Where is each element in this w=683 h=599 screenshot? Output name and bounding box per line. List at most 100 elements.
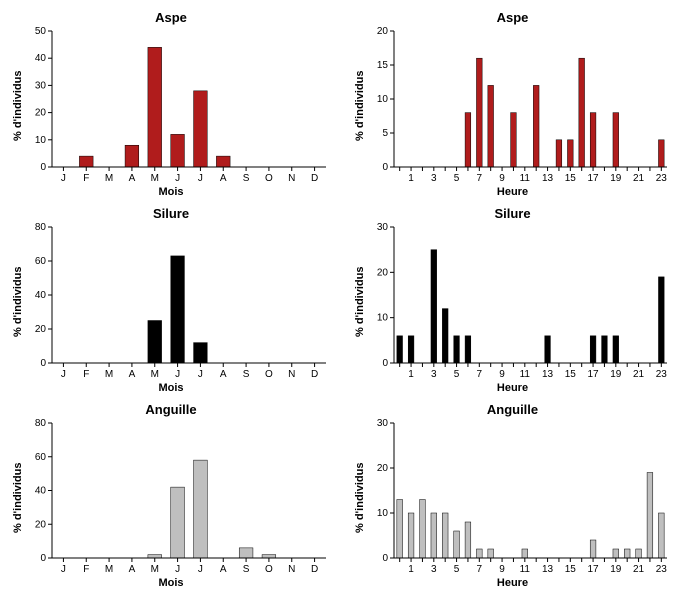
svg-text:20: 20 (35, 324, 47, 335)
bar (545, 336, 551, 363)
chart-title: Anguille (352, 402, 673, 417)
bar (590, 540, 596, 558)
svg-text:17: 17 (588, 173, 600, 184)
svg-text:30: 30 (35, 80, 47, 91)
svg-text:O: O (265, 369, 273, 380)
svg-text:M: M (105, 564, 113, 575)
svg-text:M: M (151, 173, 159, 184)
svg-text:23: 23 (656, 564, 668, 575)
bar (636, 549, 642, 558)
svg-text:M: M (105, 173, 113, 184)
svg-text:O: O (265, 173, 273, 184)
bar (420, 500, 426, 559)
y-axis-label: % d'individus (10, 223, 24, 381)
svg-text:23: 23 (656, 369, 668, 380)
svg-text:11: 11 (520, 369, 531, 380)
svg-text:A: A (220, 369, 227, 380)
svg-text:N: N (288, 564, 295, 575)
bar (476, 549, 482, 558)
svg-text:M: M (105, 369, 113, 380)
svg-text:O: O (265, 564, 273, 575)
bar (465, 336, 471, 363)
x-axis-label: Heure (352, 577, 673, 589)
bar (408, 513, 414, 558)
svg-text:S: S (243, 173, 250, 184)
svg-text:J: J (175, 564, 180, 575)
svg-text:9: 9 (499, 369, 505, 380)
svg-text:S: S (243, 564, 250, 575)
x-axis-label: Mois (10, 382, 332, 394)
x-axis-label: Mois (10, 577, 332, 589)
y-axis-label: % d'individus (10, 27, 24, 185)
svg-text:F: F (83, 369, 89, 380)
bar (613, 113, 619, 167)
bar (613, 336, 619, 363)
svg-text:15: 15 (565, 173, 577, 184)
y-axis-label: % d'individus (352, 27, 366, 185)
svg-text:0: 0 (40, 553, 46, 564)
svg-text:J: J (198, 173, 203, 184)
chart-grid: Aspe % d'individus 01020304050JFMAMJJASO… (10, 10, 673, 589)
svg-text:0: 0 (40, 162, 46, 173)
bar (590, 113, 596, 167)
svg-text:40: 40 (35, 290, 47, 301)
svg-text:19: 19 (610, 173, 622, 184)
bar (658, 513, 664, 558)
bar (465, 113, 471, 167)
svg-text:20: 20 (377, 463, 389, 474)
panel-anguille-mois: Anguille % d'individus 020406080JFMAMJJA… (10, 402, 332, 589)
bar (171, 134, 185, 167)
svg-text:20: 20 (35, 108, 47, 119)
bar (431, 513, 437, 558)
bar (658, 277, 664, 363)
bar (590, 336, 596, 363)
svg-text:5: 5 (454, 564, 460, 575)
svg-text:17: 17 (588, 564, 600, 575)
plot-area: 01020304050JFMAMJJASOND (24, 27, 332, 185)
svg-text:5: 5 (454, 173, 460, 184)
svg-text:60: 60 (35, 452, 47, 463)
bar (262, 555, 276, 558)
chart-title: Aspe (10, 10, 332, 25)
bar (488, 85, 494, 167)
panel-silure-mois: Silure % d'individus 020406080JFMAMJJASO… (10, 206, 332, 394)
svg-text:60: 60 (35, 256, 47, 267)
svg-text:M: M (151, 369, 159, 380)
svg-text:13: 13 (542, 173, 554, 184)
bar (533, 85, 539, 167)
svg-text:3: 3 (431, 173, 437, 184)
chart-title: Silure (10, 206, 332, 221)
y-axis-label: % d'individus (352, 419, 366, 576)
svg-text:0: 0 (382, 553, 388, 564)
svg-text:13: 13 (542, 369, 554, 380)
svg-text:20: 20 (377, 27, 389, 37)
svg-text:J: J (198, 369, 203, 380)
bar (511, 113, 517, 167)
svg-text:0: 0 (40, 358, 46, 369)
svg-text:10: 10 (377, 508, 389, 519)
svg-text:1: 1 (408, 173, 414, 184)
svg-text:F: F (83, 173, 89, 184)
svg-text:19: 19 (610, 564, 622, 575)
panel-aspe-mois: Aspe % d'individus 01020304050JFMAMJJASO… (10, 10, 332, 198)
svg-text:11: 11 (520, 564, 531, 575)
plot-area: 051015201357911131517192123 (366, 27, 673, 185)
svg-text:D: D (311, 564, 318, 575)
svg-text:9: 9 (499, 173, 505, 184)
chart-title: Silure (352, 206, 673, 221)
bar (125, 145, 139, 167)
svg-text:J: J (61, 564, 66, 575)
bar (148, 47, 162, 167)
bar (431, 250, 437, 363)
svg-text:7: 7 (477, 369, 483, 380)
x-axis-label: Heure (352, 186, 673, 198)
bar (79, 156, 93, 167)
chart-title: Aspe (352, 10, 673, 25)
bar (194, 460, 208, 558)
svg-text:20: 20 (35, 519, 47, 530)
svg-text:13: 13 (542, 564, 554, 575)
bar (556, 140, 562, 167)
svg-text:3: 3 (431, 369, 437, 380)
svg-text:21: 21 (633, 173, 645, 184)
bar (624, 549, 630, 558)
